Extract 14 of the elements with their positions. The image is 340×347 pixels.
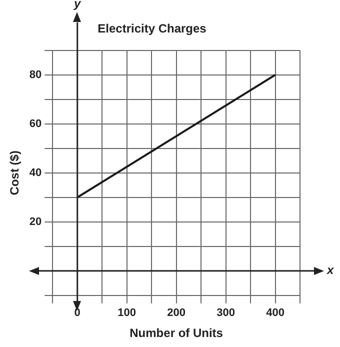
text: y <box>73 0 82 11</box>
y-axis-title: Cost ($) <box>8 150 22 196</box>
x-axis-title: Number of Units <box>130 326 224 340</box>
y-tick-label: 80 <box>29 68 42 81</box>
y-tick-label: 40 <box>29 166 42 179</box>
text: x <box>326 263 335 278</box>
y-tick-label: 60 <box>29 118 42 130</box>
x-tick-label: 0 <box>74 307 80 320</box>
x-tick-label: 200 <box>167 307 186 320</box>
x-tick-label: 300 <box>216 307 235 320</box>
x-tick-label: 100 <box>118 307 136 320</box>
chart-title: Electricity Charges <box>98 22 207 36</box>
y-tick-label: 20 <box>29 216 42 228</box>
x-tick-label: 400 <box>266 307 284 320</box>
